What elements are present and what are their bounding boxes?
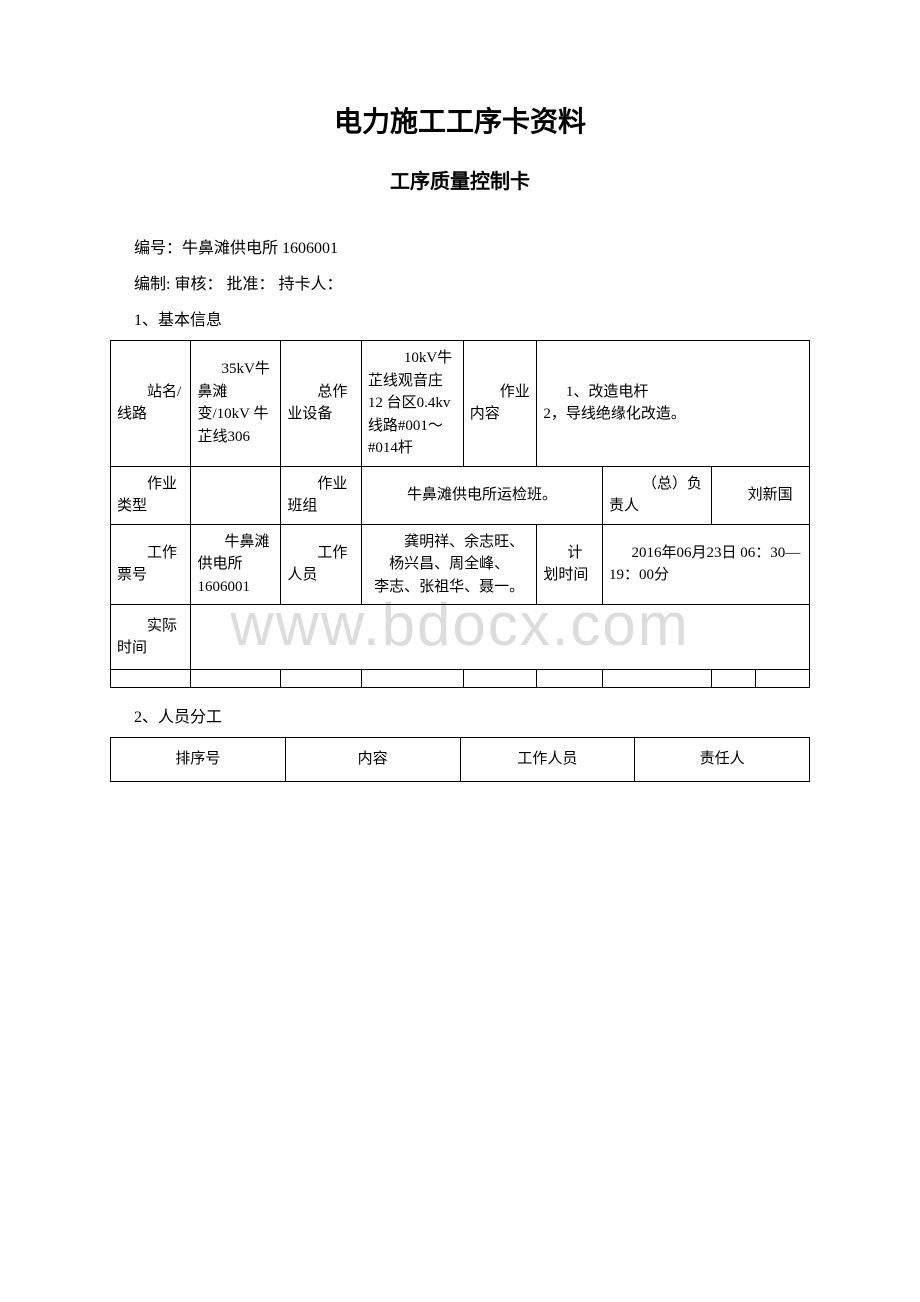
approval-line: 编制: 审核： 批准： 持卡人： bbox=[110, 270, 810, 294]
empty-cell bbox=[537, 670, 603, 688]
actual-time-label: 实际时间 bbox=[111, 605, 191, 670]
work-type-value bbox=[191, 466, 281, 524]
table-row: 站名/线路 35kV牛鼻滩变/10kV 牛芷线306 总作业设备 10kV牛芷线… bbox=[111, 341, 810, 467]
section2-label: 2、人员分工 bbox=[110, 703, 810, 727]
station-line-value: 35kV牛鼻滩变/10kV 牛芷线306 bbox=[191, 341, 281, 467]
empty-cell bbox=[711, 670, 756, 688]
table-row: 排序号 内容 工作人员 责任人 bbox=[111, 738, 810, 782]
plan-time-label: 计划时间 bbox=[537, 524, 603, 605]
empty-cell bbox=[756, 670, 810, 688]
workers-value: 龚明祥、余志旺、杨兴昌、周全峰、 李志、张祖华、聂一。 bbox=[361, 524, 537, 605]
empty-cell bbox=[281, 670, 361, 688]
work-content-value: 1、改造电杆 2，导线绝缘化改造。 bbox=[537, 341, 810, 467]
table-row bbox=[111, 670, 810, 688]
main-title: 电力施工工序卡资料 bbox=[110, 100, 810, 140]
col-content: 内容 bbox=[285, 738, 460, 782]
col-worker: 工作人员 bbox=[460, 738, 635, 782]
table-row: 工作票号 牛鼻滩供电所1606001 工作人员 龚明祥、余志旺、杨兴昌、周全峰、… bbox=[111, 524, 810, 605]
col-seq: 排序号 bbox=[111, 738, 286, 782]
work-content-label: 作业内容 bbox=[463, 341, 537, 467]
table-row: 作业类型 作业班组 牛鼻滩供电所运检班。 （总）负责人 刘新国 bbox=[111, 466, 810, 524]
leader-label: （总）负责人 bbox=[603, 466, 712, 524]
col-responsible: 责任人 bbox=[635, 738, 810, 782]
empty-cell bbox=[191, 670, 281, 688]
team-label: 作业班组 bbox=[281, 466, 361, 524]
actual-time-value bbox=[191, 605, 810, 670]
empty-cell bbox=[603, 670, 712, 688]
plan-time-value: 2016年06月23日 06：30—19：00分 bbox=[603, 524, 810, 605]
equipment-label: 总作业设备 bbox=[281, 341, 361, 467]
workers-label: 工作人员 bbox=[281, 524, 361, 605]
empty-cell bbox=[463, 670, 537, 688]
table-row: 实际时间 bbox=[111, 605, 810, 670]
ticket-label: 工作票号 bbox=[111, 524, 191, 605]
personnel-table: 排序号 内容 工作人员 责任人 bbox=[110, 737, 810, 782]
ticket-value: 牛鼻滩供电所1606001 bbox=[191, 524, 281, 605]
basic-info-table: 站名/线路 35kV牛鼻滩变/10kV 牛芷线306 总作业设备 10kV牛芷线… bbox=[110, 340, 810, 688]
number-line: 编号：牛鼻滩供电所 1606001 bbox=[110, 234, 810, 258]
team-value: 牛鼻滩供电所运检班。 bbox=[361, 466, 602, 524]
station-line-label: 站名/线路 bbox=[111, 341, 191, 467]
document-content: 电力施工工序卡资料 工序质量控制卡 编号：牛鼻滩供电所 1606001 编制: … bbox=[110, 100, 810, 782]
equipment-value: 10kV牛芷线观音庄12 台区0.4kv线路#001～#014杆 bbox=[361, 341, 463, 467]
sub-title: 工序质量控制卡 bbox=[110, 165, 810, 194]
section1-label: 1、基本信息 bbox=[110, 306, 810, 330]
leader-value: 刘新国 bbox=[711, 466, 809, 524]
empty-cell bbox=[111, 670, 191, 688]
work-type-label: 作业类型 bbox=[111, 466, 191, 524]
empty-cell bbox=[361, 670, 463, 688]
